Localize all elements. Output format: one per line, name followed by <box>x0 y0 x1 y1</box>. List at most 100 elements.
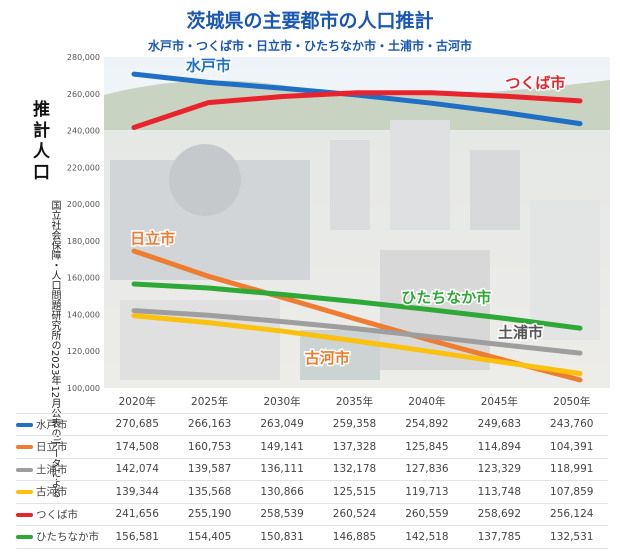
value-cell: 154,405 <box>173 525 246 549</box>
y-tick-label: 140,000 <box>67 310 100 319</box>
value-cell: 135,568 <box>173 480 246 504</box>
value-cell: 125,845 <box>390 435 464 459</box>
line-chart: 100,000 120,000 140,000 160,000 180,000 200,0… <box>67 53 610 392</box>
series-annotation: つくば市 <box>505 74 565 92</box>
y-tick-label: 220,000 <box>67 163 100 172</box>
value-cell: 139,587 <box>173 458 246 481</box>
table-header-row: 2020年 2025年 2030年 2035年 2040年 2045年 2050… <box>16 391 608 414</box>
value-cell: 142,074 <box>101 458 174 481</box>
table-corner <box>16 391 101 414</box>
value-cell: 249,683 <box>463 413 536 436</box>
series-line <box>131 313 583 376</box>
chart-subtitle: 水戸市・つくば市・日立市・ひたちなか市・土浦市・古河市 <box>147 39 472 53</box>
table-row: 水戸市 270,685 266,163 263,049 259,358 254,892 24… <box>16 413 608 436</box>
series-lines <box>131 71 583 383</box>
year-header: 2045年 <box>463 391 536 414</box>
table-row: 日立市 174,508 160,753 149,141 137,328 125,845 11… <box>16 435 608 459</box>
value-cell: 130,866 <box>245 480 319 504</box>
value-cell: 142,518 <box>390 525 464 549</box>
y-axis-ticks: 100,000 120,000 140,000 160,000 180,000 200,0… <box>67 53 100 392</box>
value-cell: 243,760 <box>535 413 608 436</box>
y-axis-label: 推計人口 <box>29 100 49 184</box>
source-note: 国立社会保障・人口問題研究所の2023年12月公表のデータによる <box>49 200 60 499</box>
value-cell: 132,178 <box>318 458 391 481</box>
table-row: つくば市 241,656 255,190 258,539 260,524 260,559 2… <box>16 503 608 526</box>
series-annotation: ひたちなか市 <box>401 289 491 307</box>
value-cell: 254,892 <box>390 413 464 436</box>
year-header: 2025年 <box>173 391 246 414</box>
chart-title: 茨城県の主要都市の人口推計 <box>186 10 434 32</box>
legend-swatch <box>16 422 33 427</box>
y-tick-label: 280,000 <box>67 53 100 62</box>
legend-swatch <box>16 490 33 495</box>
table-row: 古河市 139,344 135,568 130,866 125,515 119,713 11… <box>16 480 608 504</box>
series-name-cell: 水戸市 <box>16 413 101 436</box>
series-name-cell: 土浦市 <box>16 458 101 481</box>
series-annotation: 古河市 <box>305 349 350 367</box>
value-cell: 266,163 <box>173 413 246 436</box>
value-cell: 263,049 <box>245 413 319 436</box>
value-cell: 139,344 <box>101 480 174 504</box>
year-header: 2040年 <box>390 391 464 414</box>
value-cell: 123,329 <box>463 458 536 481</box>
value-cell: 258,692 <box>463 503 536 526</box>
series-name-cell: 日立市 <box>16 435 101 459</box>
series-line <box>131 281 583 331</box>
value-cell: 260,524 <box>318 503 391 526</box>
value-cell: 125,515 <box>318 480 391 504</box>
value-cell: 270,685 <box>101 413 174 436</box>
value-cell: 174,508 <box>101 435 174 459</box>
series-line <box>131 90 583 130</box>
value-cell: 114,894 <box>463 435 536 459</box>
legend-swatch <box>16 535 33 540</box>
value-cell: 146,885 <box>318 525 391 549</box>
y-tick-label: 240,000 <box>67 127 100 136</box>
y-tick-label: 100,000 <box>67 384 100 392</box>
value-cell: 127,836 <box>390 458 464 481</box>
series-line <box>131 308 583 356</box>
value-cell: 258,539 <box>245 503 319 526</box>
value-cell: 150,831 <box>245 525 319 549</box>
table-row: 土浦市 142,074 139,587 136,111 132,178 127,836 12… <box>16 458 608 481</box>
legend-swatch <box>16 512 33 517</box>
value-cell: 149,141 <box>245 435 319 459</box>
series-annotation: 日立市 <box>130 229 175 247</box>
value-cell: 113,748 <box>463 480 536 504</box>
series-name: 土浦市 <box>36 463 68 476</box>
y-tick-label: 200,000 <box>67 200 100 209</box>
value-cell: 118,991 <box>535 458 608 481</box>
value-cell: 104,391 <box>535 435 608 459</box>
value-cell: 259,358 <box>318 413 391 436</box>
year-header: 2035年 <box>318 391 391 414</box>
year-header: 2030年 <box>245 391 319 414</box>
y-tick-label: 180,000 <box>67 237 100 246</box>
series-annotation: 水戸市 <box>186 56 231 74</box>
legend-swatch <box>16 467 33 472</box>
value-cell: 137,328 <box>318 435 391 459</box>
y-tick-label: 260,000 <box>67 90 100 99</box>
value-cell: 255,190 <box>173 503 246 526</box>
series-name-cell: つくば市 <box>16 503 101 526</box>
value-cell: 136,111 <box>245 458 319 481</box>
value-cell: 260,559 <box>390 503 464 526</box>
value-cell: 132,531 <box>535 525 608 549</box>
series-annotation: 土浦市 <box>498 324 543 342</box>
year-header: 2020年 <box>101 391 174 414</box>
y-tick-label: 160,000 <box>67 274 100 283</box>
value-cell: 160,753 <box>173 435 246 459</box>
legend-swatch <box>16 445 33 450</box>
table-row: ひたちなか市 156,581 154,405 150,831 146,885 142,51… <box>16 525 608 549</box>
series-name: 古河市 <box>36 486 68 499</box>
value-cell: 137,785 <box>463 525 536 549</box>
value-cell: 241,656 <box>101 503 174 526</box>
year-header: 2050年 <box>535 391 608 414</box>
data-table: 2020年 2025年 2030年 2035年 2040年 2045年 2050… <box>16 391 608 549</box>
series-name: ひたちなか市 <box>36 531 99 544</box>
y-tick-label: 120,000 <box>67 347 100 356</box>
value-cell: 119,713 <box>390 480 464 504</box>
value-cell: 156,581 <box>101 525 174 549</box>
series-name-cell: ひたちなか市 <box>16 525 101 549</box>
series-name: つくば市 <box>36 508 78 521</box>
series-name-cell: 古河市 <box>16 480 101 504</box>
